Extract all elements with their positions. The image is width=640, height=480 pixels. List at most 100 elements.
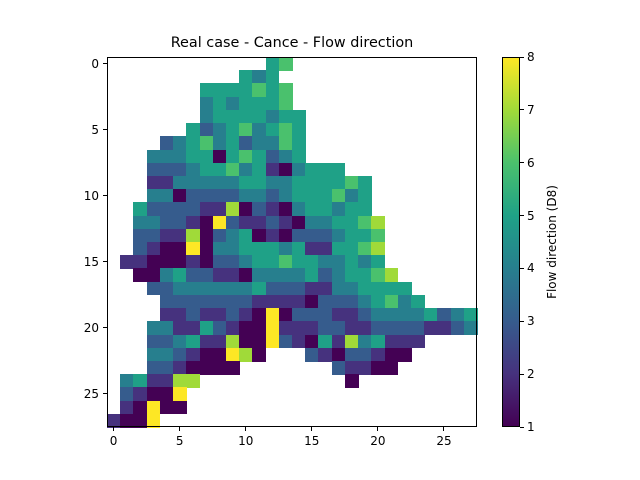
heatmap-cell [318, 215, 333, 230]
heatmap-cell [225, 215, 240, 230]
heatmap-cell [331, 189, 346, 203]
heatmap-cell [344, 202, 359, 217]
heatmap-cell [173, 149, 187, 164]
colorbar-tick [520, 267, 524, 269]
heatmap-cell [212, 83, 227, 98]
heatmap-cell [212, 109, 227, 124]
heatmap-cell [120, 387, 135, 402]
heatmap-cell [397, 347, 412, 362]
heatmap-cell [252, 321, 267, 336]
heatmap-cell [252, 136, 267, 151]
heatmap-cell [358, 281, 372, 296]
colorbar-tick-label: 1 [527, 420, 535, 434]
heatmap-cell [212, 228, 227, 243]
heatmap-cell [199, 202, 214, 217]
heatmap-cell [133, 255, 148, 270]
colorbar-tick-label: 8 [527, 50, 535, 64]
heatmap-cell [450, 308, 465, 322]
heatmap-cell [384, 294, 399, 309]
heatmap-cell [173, 347, 187, 362]
x-tick [113, 427, 115, 431]
heatmap-cell [225, 228, 240, 243]
heatmap-cell [252, 162, 267, 177]
heatmap-cell [225, 360, 240, 375]
heatmap-cell [278, 96, 293, 111]
colorbar-tick [520, 426, 524, 428]
heatmap-cell [212, 347, 227, 362]
heatmap-cell [212, 334, 227, 349]
heatmap-cell [371, 294, 386, 309]
y-tick [103, 63, 107, 65]
heatmap-cell [278, 189, 293, 203]
heatmap-cell [225, 162, 240, 177]
heatmap-cell [265, 242, 280, 256]
heatmap-cell [358, 215, 372, 230]
heatmap-cell [292, 294, 306, 309]
heatmap-cell [292, 189, 306, 203]
heatmap-cell [384, 334, 399, 349]
heatmap-cell [199, 347, 214, 362]
heatmap-cell [305, 175, 320, 190]
x-tick [443, 427, 445, 431]
heatmap-cell [252, 308, 267, 322]
heatmap-cell [358, 321, 372, 336]
heatmap-cell [173, 374, 187, 388]
chart-title: Real case - Cance - Flow direction [170, 35, 414, 51]
heatmap-cell [410, 294, 425, 309]
heatmap-cell [265, 96, 280, 111]
heatmap-cell [225, 242, 240, 256]
heatmap-cell [212, 281, 227, 296]
heatmap-cell [146, 360, 161, 375]
heatmap-cell [186, 215, 201, 230]
heatmap-cell [463, 308, 478, 322]
heatmap-cell [371, 268, 386, 283]
heatmap-cell [331, 242, 346, 256]
heatmap-cell [344, 242, 359, 256]
heatmap-cell [331, 175, 346, 190]
heatmap-cell [463, 321, 478, 336]
heatmap-cell [146, 149, 161, 164]
heatmap-cell [331, 162, 346, 177]
heatmap-cell [159, 347, 174, 362]
heatmap-cell [159, 228, 174, 243]
heatmap-cell [305, 242, 320, 256]
heatmap-cell [186, 123, 201, 137]
heatmap-cell [252, 70, 267, 85]
heatmap-cell [305, 202, 320, 217]
heatmap-cell [252, 255, 267, 270]
heatmap-cell [186, 268, 201, 283]
x-tick-label: 20 [370, 434, 386, 448]
heatmap-cell [278, 83, 293, 98]
heatmap-cell [159, 321, 174, 336]
x-tick-label: 25 [436, 434, 452, 448]
heatmap-cell [358, 334, 372, 349]
heatmap-cell [344, 321, 359, 336]
heatmap-cell [371, 242, 386, 256]
heatmap-cell [384, 281, 399, 296]
heatmap-cell [278, 109, 293, 124]
heatmap-cell [278, 255, 293, 270]
heatmap-cell [305, 189, 320, 203]
heatmap-cell [225, 83, 240, 98]
heatmap-cell [292, 281, 306, 296]
x-tick-label: 10 [238, 434, 254, 448]
heatmap-cell [278, 162, 293, 177]
heatmap-cell [146, 281, 161, 296]
heatmap-cell [212, 162, 227, 177]
x-tick [179, 427, 181, 431]
heatmap-cell [173, 136, 187, 151]
heatmap-cell [212, 149, 227, 164]
heatmap-cell [107, 413, 121, 428]
heatmap-cell [292, 321, 306, 336]
heatmap-cell [133, 413, 148, 428]
heatmap-cell [146, 162, 161, 177]
heatmap-cell [344, 308, 359, 322]
heatmap-cell [146, 321, 161, 336]
heatmap-cell [278, 308, 293, 322]
heatmap-cell [331, 321, 346, 336]
heatmap-cell [173, 242, 187, 256]
heatmap-cell [146, 202, 161, 217]
y-tick-label: 20 [83, 320, 99, 335]
heatmap-cell [120, 400, 135, 415]
heatmap-cell [265, 228, 280, 243]
